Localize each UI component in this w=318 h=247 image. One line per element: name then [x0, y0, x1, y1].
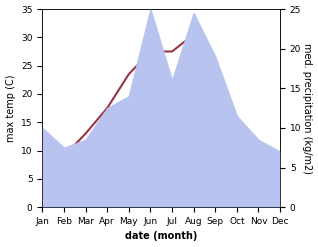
Y-axis label: max temp (C): max temp (C) [5, 74, 16, 142]
Y-axis label: med. precipitation (kg/m2): med. precipitation (kg/m2) [302, 43, 313, 174]
X-axis label: date (month): date (month) [125, 231, 197, 242]
